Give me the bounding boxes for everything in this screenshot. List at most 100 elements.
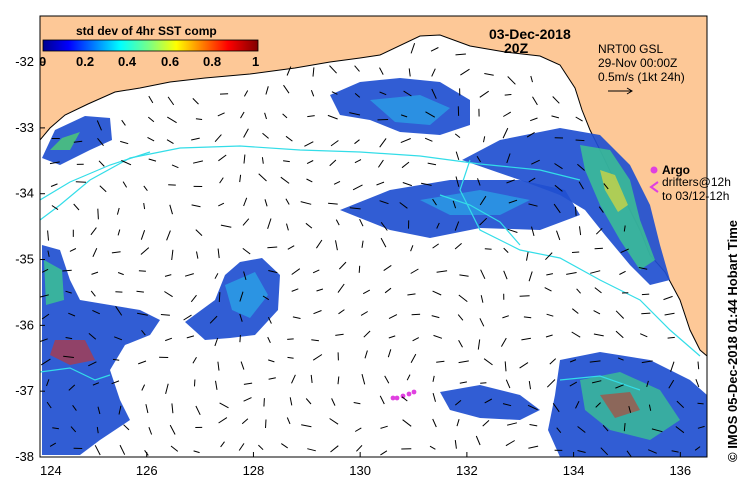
current-arrow: [68, 384, 76, 391]
current-arrow: [402, 419, 412, 427]
current-arrow: [310, 90, 315, 97]
current-arrow: [354, 427, 362, 432]
current-arrow: [433, 334, 443, 339]
current-arrow: [243, 197, 248, 207]
current-arrow: [571, 331, 581, 338]
colorbar-tick: 1: [252, 54, 259, 69]
current-arrow: [421, 182, 432, 186]
current-arrow: [291, 268, 301, 275]
current-arrow: [287, 338, 294, 340]
current-arrow: [167, 96, 175, 106]
current-arrow: [267, 218, 272, 229]
colorbar-tick: 0.2: [76, 54, 94, 69]
current-arrow: [313, 310, 322, 315]
current-arrow: [171, 164, 179, 169]
current-arrow: [111, 251, 121, 254]
current-time-label: 29-Nov 00:00Z: [598, 56, 677, 70]
current-arrow: [521, 337, 531, 341]
argo-icon: [650, 166, 658, 174]
current-arrow: [579, 226, 582, 236]
current-arrow: [545, 334, 553, 338]
current-arrow: [598, 206, 604, 213]
current-arrow: [40, 294, 49, 298]
current-arrow: [209, 315, 218, 324]
current-arrow: [384, 375, 390, 384]
y-tick-label: -32: [15, 54, 34, 69]
current-arrow: [457, 314, 464, 321]
current-arrow: [641, 312, 651, 315]
drifter-marker: [390, 395, 396, 401]
current-arrow: [620, 248, 629, 254]
current-arrow: [577, 450, 586, 453]
colorbar-tick: 0.6: [161, 54, 179, 69]
current-arrow: [239, 313, 243, 322]
current-arrow: [424, 137, 433, 142]
current-arrow: [523, 316, 532, 319]
current-arrow: [94, 445, 101, 456]
current-arrow: [595, 402, 601, 408]
current-arrow: [121, 119, 126, 126]
current-arrow: [148, 95, 154, 104]
current-arrow: [615, 384, 624, 389]
y-tick-label: -37: [15, 383, 34, 398]
current-arrow: [300, 201, 312, 205]
current-arrow: [90, 227, 97, 236]
current-arrow: [117, 272, 124, 276]
current-arrow: [220, 441, 225, 448]
current-arrow: [97, 137, 104, 147]
current-arrow: [484, 248, 492, 250]
current-arrow: [552, 403, 560, 413]
current-arrow: [546, 313, 554, 317]
current-arrow: [141, 329, 146, 336]
current-arrow: [171, 249, 174, 261]
y-tick-label: -38: [15, 449, 34, 464]
current-arrow: [530, 75, 533, 83]
sst-contours: [40, 145, 701, 391]
current-arrow: [577, 426, 586, 433]
current-arrow: [291, 374, 296, 384]
current-arrow: [593, 333, 604, 337]
current-arrow: [676, 400, 685, 409]
current-arrow: [301, 424, 312, 428]
current-arrow: [331, 91, 338, 95]
x-axis-ticks: 124 126 128 130 132 134 136: [39, 452, 691, 478]
current-arrow: [519, 362, 529, 369]
current-arrow: [670, 361, 675, 372]
current-arrow: [267, 316, 272, 324]
current-arrow: [410, 268, 419, 274]
current-arrow: [265, 86, 269, 95]
current-arrow: [571, 251, 580, 253]
current-arrow: [283, 160, 290, 163]
current-arrow: [242, 218, 250, 226]
current-arrow: [148, 158, 157, 162]
current-arrow: [615, 330, 624, 339]
current-arrow: [310, 374, 313, 383]
current-arrow: [218, 417, 228, 424]
x-tick-label: 126: [136, 463, 158, 478]
y-tick-label: -34: [15, 186, 34, 201]
current-arrow: [697, 425, 705, 429]
plot-frame: [39, 15, 708, 458]
current-arrow: [360, 311, 368, 316]
current-arrow: [454, 243, 462, 250]
current-arrow: [191, 204, 201, 208]
current-arrow: [92, 309, 101, 315]
current-arrow: [697, 402, 704, 405]
current-arrow: [436, 360, 445, 363]
current-arrow: [379, 67, 384, 75]
current-arrow: [503, 111, 512, 117]
current-arrow: [455, 151, 460, 161]
current-arrow: [432, 375, 435, 382]
current-arrow: [118, 405, 122, 415]
current-arrow: [361, 373, 366, 385]
current-arrow: [484, 398, 493, 404]
current-arrow: [192, 356, 197, 364]
current-arrow: [648, 404, 652, 411]
current-arrow: [265, 419, 267, 429]
colorbar-tick: 0: [39, 54, 46, 69]
current-arrow: [286, 417, 291, 425]
current-arrow: [506, 179, 515, 184]
current-arrow: [429, 445, 436, 450]
current-arrow: [591, 380, 602, 384]
current-arrow: [356, 445, 363, 452]
